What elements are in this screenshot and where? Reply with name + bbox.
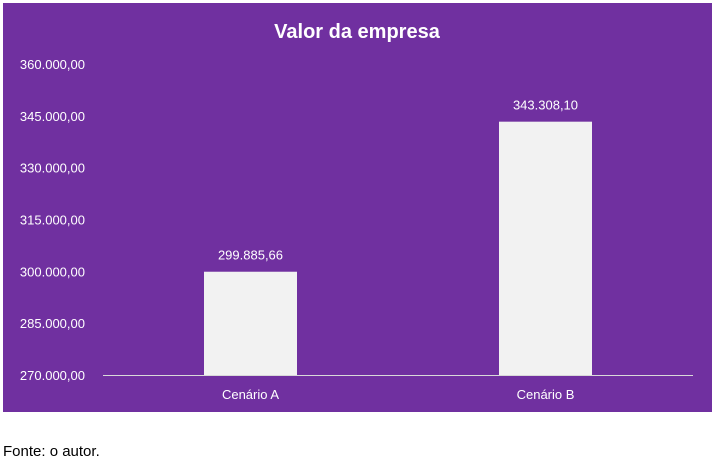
y-tick-label: 315.000,00: [20, 213, 85, 228]
figure-caption: Fonte: o autor.: [3, 443, 100, 460]
y-axis: 270.000,00 285.000,00 300.000,00 315.000,00…: [20, 57, 85, 383]
chart-title: Valor da empresa: [274, 21, 441, 43]
x-axis: Cenário A Cenário B: [222, 387, 574, 402]
y-tick-label: 345.000,00: [20, 109, 85, 124]
y-tick-label: 300.000,00: [20, 264, 85, 279]
y-tick-label: 270.000,00: [20, 368, 85, 383]
bar-chart: Valor da empresa 270.000,00 285.000,00 300…: [20, 21, 693, 402]
y-tick-label: 330.000,00: [20, 161, 85, 176]
y-tick-label: 360.000,00: [20, 57, 85, 72]
x-tick-label: Cenário B: [517, 387, 575, 402]
bar: [499, 121, 592, 376]
x-tick-label: Cenário A: [222, 387, 279, 402]
y-tick-label: 285.000,00: [20, 316, 85, 331]
bars-group: 299.885,66 343.308,10: [204, 98, 592, 376]
chart-panel: Valor da empresa 270.000,00 285.000,00 300…: [3, 3, 712, 412]
bar-data-label: 299.885,66: [218, 248, 283, 263]
bar: [204, 271, 297, 375]
bar-data-label: 343.308,10: [513, 98, 578, 113]
